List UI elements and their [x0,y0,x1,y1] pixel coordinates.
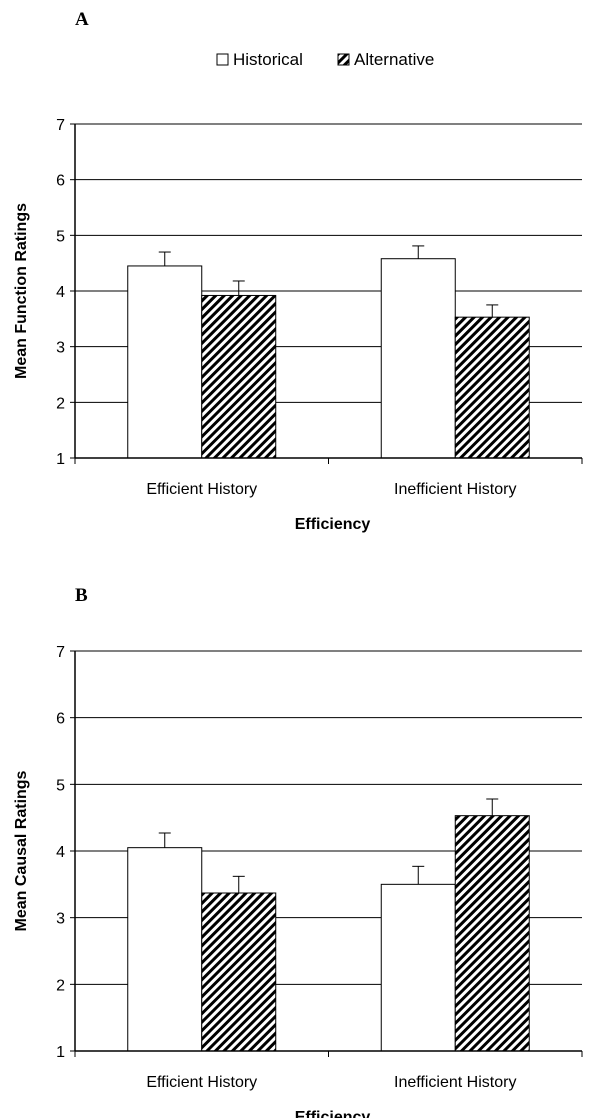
bar-a-alternative-1 [201,294,277,459]
y-tick-label-a-6: 6 [56,173,65,190]
y-tick-label-a-5: 5 [56,228,65,245]
bar-a-alternative-2 [454,316,530,459]
y-tick-label-a-1: 1 [56,451,65,468]
y-tick-label-b-3: 3 [56,911,65,928]
bar-b-historical-2 [380,883,456,1052]
x-axis-title-a: Efficiency [295,516,371,533]
y-tick-label-b-6: 6 [56,711,65,728]
legend-swatch-alternative [337,53,350,66]
panel-label-b: B [75,585,88,606]
y-axis-title-a: Mean Function Ratings [13,203,30,379]
y-axis-title-b: Mean Causal Ratings [13,770,30,931]
y-tick-label-a-7: 7 [56,117,65,134]
category-label-a-2: Inefficient History [394,481,516,498]
bar-a-historical-2 [380,258,456,459]
chart-panel-a: Efficient History Inefficient History 1 2 3 4… [13,117,583,533]
bar-b-alternative-1 [201,892,277,1052]
category-label-b-1: Efficient History [146,1074,257,1091]
legend-swatch-historical [216,53,229,66]
bar-b-alternative-2 [454,815,530,1052]
y-tick-label-b-1: 1 [56,1044,65,1061]
bar-b-historical-1 [127,847,203,1052]
legend: Historical Alternative [216,50,434,69]
bar-a-historical-1 [127,265,203,459]
category-label-a-1: Efficient History [146,481,257,498]
x-axis-title-b: Efficiency [295,1109,371,1118]
y-tick-label-b-7: 7 [56,644,65,661]
legend-label-alternative: Alternative [354,50,434,69]
y-tick-label-a-4: 4 [56,284,65,301]
legend-label-historical: Historical [233,50,303,69]
y-tick-label-a-3: 3 [56,340,65,357]
y-tick-label-b-4: 4 [56,844,65,861]
panel-label-a: A [75,9,89,30]
y-tick-label-b-2: 2 [56,977,65,994]
chart-panel-b: Efficient History Inefficient History 1 2 3 4… [13,644,583,1118]
y-tick-label-a-2: 2 [56,395,65,412]
category-label-b-2: Inefficient History [394,1074,516,1091]
y-tick-label-b-5: 5 [56,777,65,794]
